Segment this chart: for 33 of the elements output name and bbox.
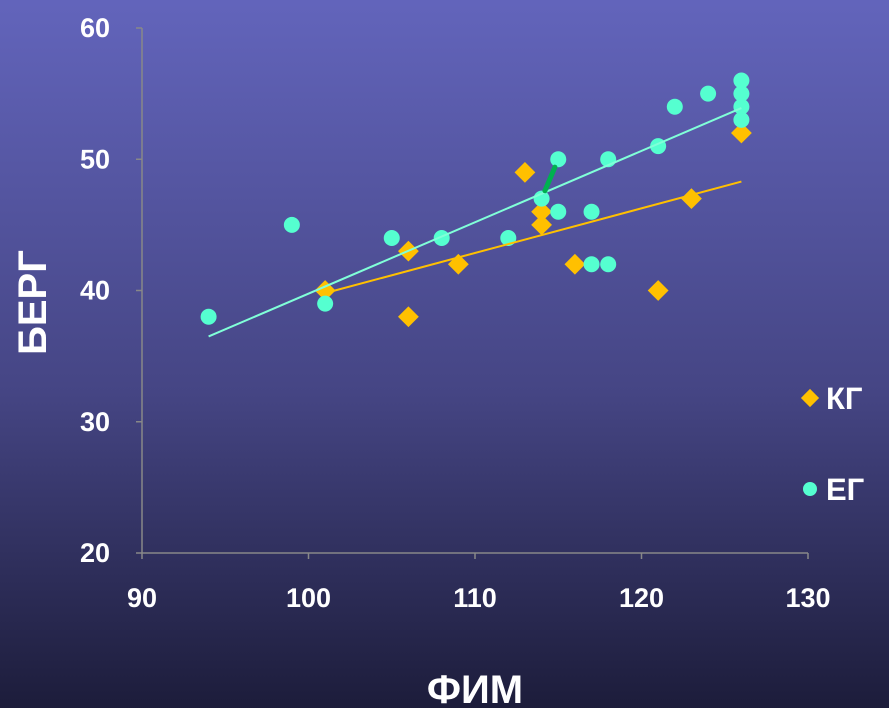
y-tick-label: 40: [80, 276, 110, 306]
point: [284, 216, 300, 233]
y-tick-label: 60: [80, 13, 110, 43]
legend-label: ЕГ: [826, 472, 864, 507]
y-tick-label: 50: [80, 144, 110, 174]
x-tick-label: 110: [453, 583, 497, 613]
point: [584, 256, 600, 272]
point: [200, 308, 217, 325]
point: [550, 151, 566, 168]
legend-label: КГ: [826, 381, 862, 416]
point: [564, 254, 586, 275]
point: [317, 296, 334, 312]
point: [550, 204, 566, 220]
x-tick-label: 120: [618, 583, 664, 613]
point: [398, 306, 419, 328]
x-axis-title: ФИМ: [426, 668, 524, 708]
point: [733, 72, 750, 88]
point: [666, 98, 683, 115]
x-tick-label: 90: [126, 583, 158, 613]
point: [584, 204, 600, 220]
y-tick-label: 30: [80, 406, 110, 437]
point: [733, 86, 750, 102]
point: [448, 254, 469, 275]
point: [700, 86, 716, 102]
y-axis-title: БЕРГ: [11, 250, 55, 355]
point: [733, 112, 750, 128]
x-tick-label: 130: [785, 583, 831, 613]
point: [600, 256, 616, 272]
x-tick-label: 100: [286, 583, 332, 613]
point: [514, 162, 536, 183]
y-tick-label: 20: [80, 538, 110, 568]
point: [384, 230, 400, 246]
point: [648, 280, 669, 301]
